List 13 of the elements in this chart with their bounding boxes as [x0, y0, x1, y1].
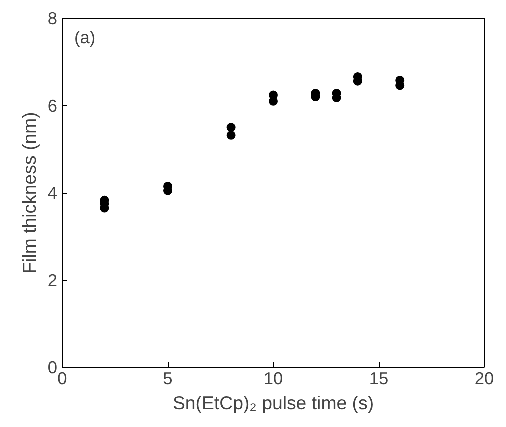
x-tick-label: 10 — [264, 368, 284, 388]
x-tick-label: 20 — [474, 368, 494, 388]
y-axis-title: Film thickness (nm) — [18, 112, 40, 274]
point — [226, 130, 236, 140]
y-tick-label: 8 — [48, 8, 58, 28]
y-tick-label: 2 — [48, 270, 58, 290]
annotation: (a) — [74, 28, 96, 48]
x-axis-title: Sn(EtCp)₂ pulse time (s) — [172, 392, 374, 414]
y-tick-label: 4 — [48, 183, 58, 203]
x-tick-label: 15 — [369, 368, 389, 388]
y-tick-label: 6 — [48, 96, 58, 116]
point — [226, 123, 236, 132]
x-tick-label: 5 — [163, 368, 173, 388]
